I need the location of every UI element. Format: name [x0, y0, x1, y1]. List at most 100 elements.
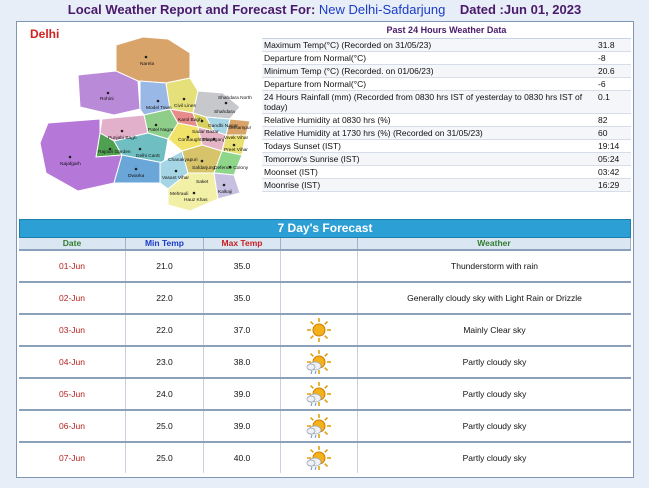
past-24h-value: -6	[598, 79, 606, 89]
forecast-table: 7 Day's Forecast Date Min Temp Max Temp …	[19, 219, 631, 473]
past-24h-row: Relative Humidity at 1730 hrs (%) (Recor…	[262, 127, 631, 140]
col-weather: Weather	[358, 238, 631, 249]
forecast-date: 02-Jun	[19, 283, 126, 313]
forecast-icon-cell	[281, 347, 358, 377]
thunderstorm-icon: undefined	[306, 253, 332, 279]
map-label: Civil Lines	[174, 103, 196, 109]
past-24h-label: 24 Hours Rainfall (mm) (Recorded from 08…	[264, 92, 583, 112]
map-label: Najafgarh	[60, 161, 81, 167]
past-24h-row: Tomorrow's Sunrise (IST) 05:24	[262, 153, 631, 166]
past-24h-label: Relative Humidity at 0830 hrs (%)	[264, 115, 391, 125]
map-label: Punjabi Bagh	[108, 135, 137, 141]
past-24h-row: 24 Hours Rainfall (mm) (Recorded from 08…	[262, 91, 631, 114]
past-24h-label: Departure from Normal(°C)	[264, 79, 367, 89]
report-date: Dated :Jun 01, 2023	[459, 2, 582, 17]
partly-cloudy-icon	[306, 413, 332, 439]
map-label: Hauz Khas	[184, 197, 208, 203]
past-24h-row: Moonrise (IST) 16:29	[262, 179, 631, 192]
forecast-icon-cell	[281, 411, 358, 441]
map-label: Safdarjung	[192, 165, 216, 171]
past-24h-value: 16:29	[598, 180, 620, 190]
past-24h-label: Moonrise (IST)	[264, 180, 321, 190]
past-24h-label: Minimum Temp (°C) (Recorded. on 01/06/23…	[264, 66, 434, 76]
past-24h-label: Relative Humidity at 1730 hrs (%) (Recor…	[264, 128, 483, 138]
col-date: Date	[19, 238, 126, 249]
col-icon	[281, 238, 358, 249]
forecast-weather: Thunderstorm with rain	[451, 261, 538, 271]
forecast-icon-cell: undefined	[281, 251, 358, 281]
past-24h-label: Maximum Temp(°C) (Recorded on 31/05/23)	[264, 40, 432, 50]
past-24h-row: Departure from Normal(°C) -8	[262, 52, 631, 65]
map-label: Mehrauli	[170, 191, 188, 197]
forecast-weather: Partly cloudy sky	[462, 389, 527, 399]
forecast-max-temp: 37.0	[204, 315, 281, 345]
past-24h-label: Todays Sunset (IST)	[264, 141, 342, 151]
map-label: Shahdara North	[218, 95, 252, 101]
forecast-min-temp: 24.0	[126, 379, 204, 409]
map-label: Karol Bagh	[178, 117, 202, 123]
past-24h-value: 20.6	[598, 66, 615, 76]
past-24h-row: Departure from Normal(°C) -6	[262, 78, 631, 91]
partly-cloudy-icon	[306, 445, 332, 471]
forecast-min-temp: 22.0	[126, 315, 204, 345]
forecast-max-temp: 39.0	[204, 411, 281, 441]
map-label: Connaught Place	[178, 137, 215, 143]
past-24h-value: 19:14	[598, 141, 620, 151]
map-label: Seelampur	[228, 125, 252, 131]
sun-icon	[306, 317, 332, 343]
page-title: Local Weather Report and Forecast For: N…	[0, 0, 649, 20]
past-24h-value: 0.1	[598, 92, 610, 102]
past-24h-value: 03:42	[598, 167, 620, 177]
forecast-date: 05-Jun	[19, 379, 126, 409]
forecast-icon-cell	[281, 443, 358, 473]
forecast-min-temp: 22.0	[126, 283, 204, 313]
forecast-weather: Partly cloudy sky	[462, 421, 527, 431]
past-24h-label: Tomorrow's Sunrise (IST)	[264, 154, 360, 164]
map-label: Dwarka	[128, 173, 145, 179]
forecast-max-temp: 35.0	[204, 251, 281, 281]
forecast-row: 04-Jun 23.0 38.0 Partly cloudy sky	[19, 345, 631, 377]
partly-cloudy-icon	[306, 381, 332, 407]
forecast-icon-cell: undefined	[281, 283, 358, 313]
past-24h-value: 31.8	[598, 40, 615, 50]
past-24h-panel: Past 24 Hours Weather Data Maximum Temp(…	[262, 22, 631, 216]
forecast-min-temp: 25.0	[126, 443, 204, 473]
forecast-row: 06-Jun 25.0 39.0 Partly cloudy sky	[19, 409, 631, 441]
past-24h-row: Maximum Temp(°C) (Recorded on 31/05/23) 3…	[262, 39, 631, 52]
map-label: Defence Colony	[214, 165, 249, 171]
past-24h-value: -8	[598, 53, 606, 63]
map-label: Narela	[140, 61, 154, 67]
col-min-temp: Min Temp	[126, 238, 204, 249]
past-24h-row: Moonset (IST) 03:42	[262, 166, 631, 179]
forecast-date: 04-Jun	[19, 347, 126, 377]
map-label: Delhi Cantt	[136, 153, 160, 159]
map-label: Kalkaji	[218, 189, 232, 195]
district-kalkaji	[213, 172, 241, 200]
map-label: Patel Nagar	[148, 127, 174, 133]
forecast-date: 07-Jun	[19, 443, 126, 473]
forecast-min-temp: 25.0	[126, 411, 204, 441]
map-label: Daryaganj	[202, 137, 224, 143]
forecast-icon-cell	[281, 379, 358, 409]
map-svg: Narela Rohini Shahdara Model Town Civil …	[39, 36, 252, 212]
forecast-max-temp: 35.0	[204, 283, 281, 313]
partly-cloudy-icon	[306, 349, 332, 375]
past-24h-label: Moonset (IST)	[264, 167, 318, 177]
map-label: Rohini	[100, 96, 114, 102]
map-label: Shahdara	[214, 109, 235, 115]
map-label: Vasant Vihar	[162, 175, 189, 181]
forecast-max-temp: 38.0	[204, 347, 281, 377]
forecast-date: 01-Jun	[19, 251, 126, 281]
station-name: New Delhi-Safdarjung	[318, 2, 446, 17]
delhi-district-map: Delhi	[18, 23, 261, 216]
forecast-weather: Partly cloudy sky	[462, 357, 527, 367]
past-24h-row: Todays Sunset (IST) 19:14	[262, 140, 631, 153]
past-24h-label: Departure from Normal(°C)	[264, 53, 367, 63]
forecast-max-temp: 40.0	[204, 443, 281, 473]
map-label: Sadar Bazar	[192, 129, 219, 135]
forecast-weather: Mainly Clear sky	[463, 325, 526, 335]
forecast-row: 05-Jun 24.0 39.0 Partly cloudy sky	[19, 377, 631, 409]
forecast-icon-cell	[281, 315, 358, 345]
drizzle-icon: undefined	[306, 285, 332, 311]
